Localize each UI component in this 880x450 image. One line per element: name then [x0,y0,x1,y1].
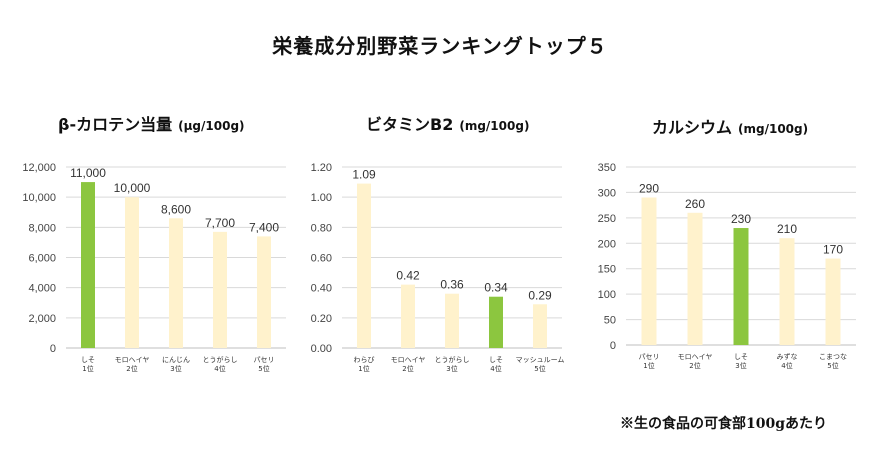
bar [81,182,95,348]
category-rank-label: 1位 [82,364,93,373]
category-label: にんじん [162,356,190,364]
bar [401,284,415,348]
y-tick-label: 200 [598,238,616,250]
chart-unit: (mg/100g) [459,119,530,133]
category-label: みずな [777,352,798,361]
category-label: モロヘイヤ [391,356,426,364]
y-tick-label: 4,000 [28,283,56,295]
category-rank-label: 4位 [490,364,501,373]
chart-title-carotene: β-カロテン当量 (μg/100g) [58,111,245,135]
category-rank-label: 5位 [827,361,838,370]
category-rank-label: 4位 [781,361,792,370]
category-label: マッシュルーム [516,356,565,364]
chart-title-calcium: カルシウム (mg/100g) [652,114,808,138]
y-tick-label: 0 [610,340,616,352]
data-label: 10,000 [114,181,151,195]
y-tick-label: 0.00 [311,343,332,355]
footnote: ※生の食品の可食部100gあたり [620,416,828,432]
category-rank-label: 3位 [170,364,181,373]
y-tick-label: 8,000 [28,222,56,234]
category-label: わらび [354,356,375,364]
data-label: 260 [685,197,705,211]
bar [533,304,547,348]
category-rank-label: 1位 [358,364,369,373]
y-tick-label: 350 [598,162,616,174]
category-rank-label: 2位 [126,364,137,373]
category-label: とうがらし [203,355,238,364]
bar [445,293,459,348]
y-tick-label: 0.60 [311,253,332,265]
data-label: 11,000 [70,166,106,180]
y-tick-label: 6,000 [28,253,56,265]
bar [779,238,795,345]
data-label: 0.34 [484,281,508,295]
category-label: パセリ [639,353,660,361]
bar [687,212,703,345]
data-label: 0.36 [440,278,464,292]
bar [257,236,271,348]
bar [825,258,841,345]
data-label: 1.09 [352,168,376,182]
bar [357,183,371,348]
y-tick-label: 0.40 [311,283,332,295]
category-rank-label: 5位 [258,364,269,373]
y-tick-label: 250 [598,213,616,225]
category-label: モロヘイヤ [115,356,150,364]
y-tick-label: 2,000 [28,313,56,325]
category-label: しそ [81,356,95,364]
y-tick-label: 0.20 [311,313,332,325]
bar [733,228,749,345]
bar [169,218,183,348]
category-label: パセリ [254,356,275,364]
chart-title-text: ビタミンB2 [366,115,454,134]
data-label: 7,700 [205,216,235,230]
category-label: しそ [489,356,503,364]
data-label: 0.42 [396,269,420,283]
y-tick-label: 1.00 [311,192,332,204]
y-tick-label: 0 [50,343,56,355]
chart-unit: (μg/100g) [178,119,245,133]
data-label: 7,400 [249,220,279,234]
bar [125,197,139,348]
category-rank-label: 1位 [643,361,654,370]
data-label: 230 [731,212,751,226]
main-title: 栄養成分別野菜ランキングトップ５ [272,34,608,58]
y-tick-label: 1.20 [311,162,332,174]
carotene-chart: 0 2,000 4,000 6,000 8,000 10,000 12,000 11,000 し… [22,162,286,373]
category-rank-label: 3位 [446,364,457,373]
y-tick-label: 10,000 [22,192,56,204]
data-label: 0.29 [528,288,552,302]
chart-unit: (mg/100g) [738,122,809,136]
category-rank-label: 5位 [534,364,545,373]
category-rank-label: 3位 [735,361,746,370]
chart-title-vitamin-b2: ビタミンB2 (mg/100g) [366,111,529,135]
category-rank-label: 2位 [689,361,700,370]
chart-title-text: β-カロテン当量 [58,115,173,134]
y-tick-label: 100 [598,289,616,301]
category-label: こまつな [819,353,847,361]
data-label: 290 [639,182,659,196]
data-label: 8,600 [161,202,191,216]
category-label: しそ [734,353,748,361]
bar [213,231,227,348]
category-label: モロヘイヤ [678,353,713,361]
category-rank-label: 2位 [402,364,413,373]
category-label: とうがらし [435,355,470,364]
y-tick-label: 300 [598,187,616,199]
y-tick-label: 150 [598,264,616,276]
chart-title-text: カルシウム [652,118,733,137]
bar [641,197,657,345]
category-rank-label: 4位 [214,364,225,373]
data-label: 210 [777,222,797,236]
y-tick-label: 12,000 [22,162,56,174]
y-tick-label: 50 [604,315,616,327]
bar [489,296,503,348]
data-label: 170 [823,243,843,257]
y-tick-label: 0.80 [311,222,332,234]
